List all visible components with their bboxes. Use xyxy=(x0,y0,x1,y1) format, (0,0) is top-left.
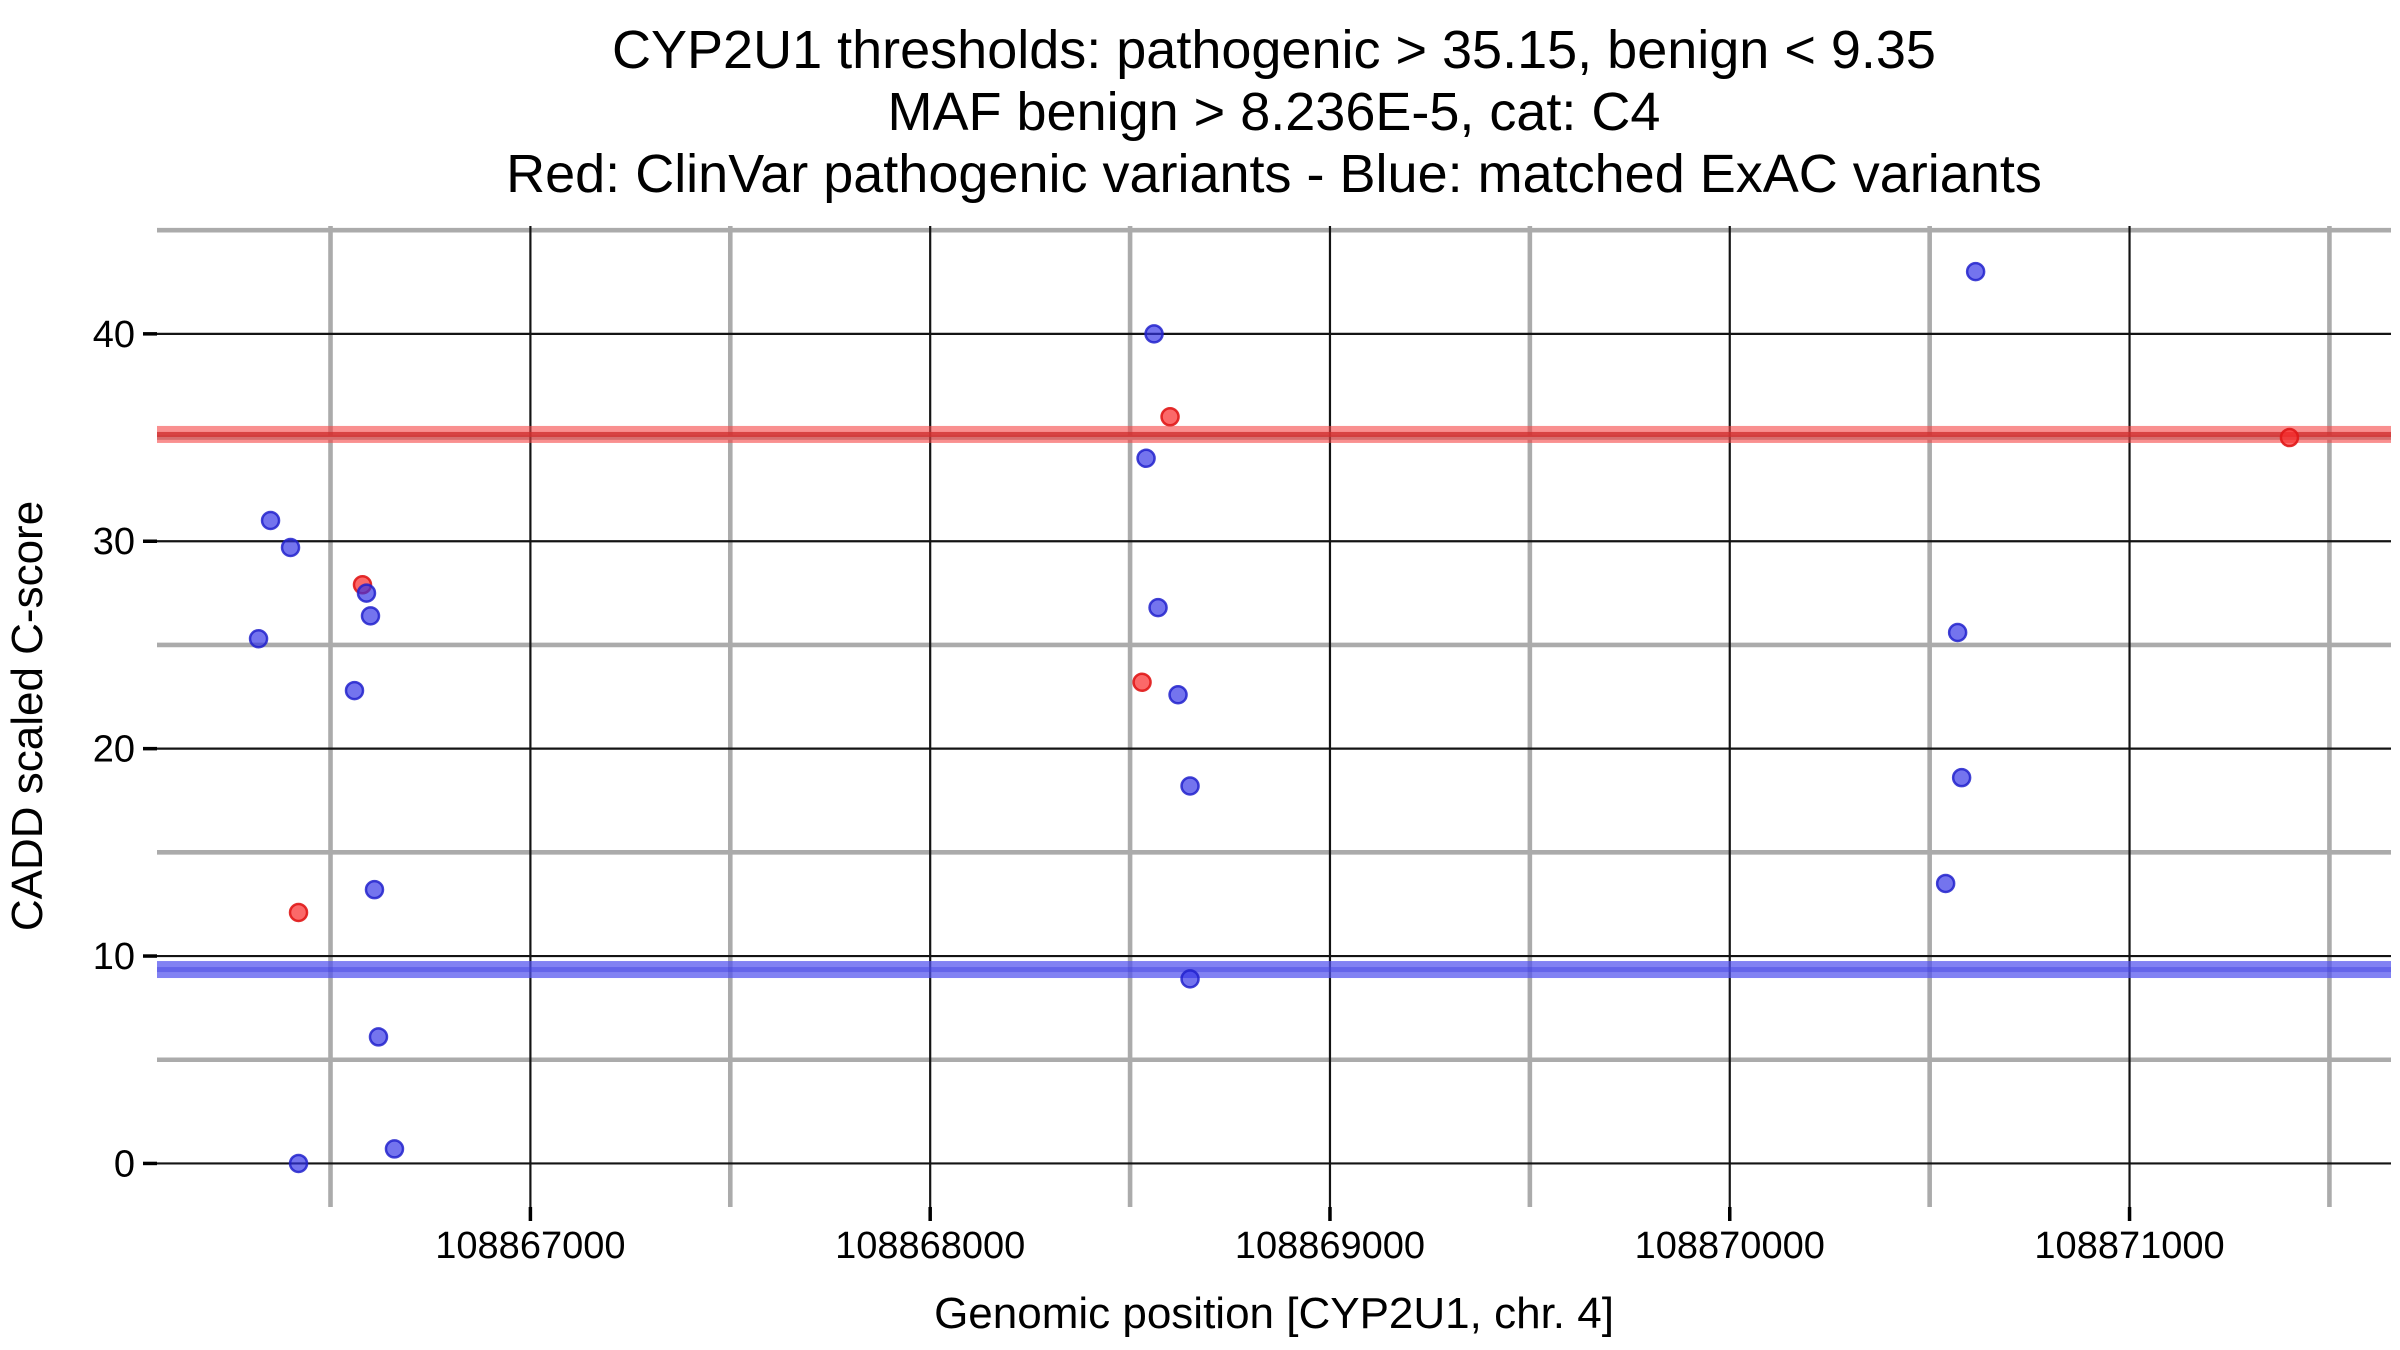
exac-matched-point xyxy=(1935,873,1956,894)
exac-matched-point xyxy=(1168,684,1188,705)
exac-matched-point xyxy=(368,1027,389,1047)
clinvar-pathogenic-point xyxy=(1160,407,1180,427)
exac-matched-point xyxy=(1965,261,1986,282)
benign-threshold-line xyxy=(157,967,2391,973)
x-axis-title: Genomic position [CYP2U1, chr. 4] xyxy=(934,1289,1614,1338)
y-tick-label: 20 xyxy=(93,729,135,771)
clinvar-pathogenic-point xyxy=(1132,672,1152,693)
exac-matched-point xyxy=(1180,969,1200,989)
exac-matched-point xyxy=(1951,767,1972,788)
x-tick-label: 108869000 xyxy=(1235,1225,1425,1267)
chart-title-line-3: Red: ClinVar pathogenic variants - Blue:… xyxy=(506,144,2042,204)
x-tick-labels: 108867000 108868000 108869000 108870000 1088… xyxy=(435,1225,2224,1267)
data-points xyxy=(248,261,2300,1174)
y-tick-label: 0 xyxy=(114,1143,135,1185)
exac-matched-point xyxy=(288,1153,309,1174)
x-tick-label: 108870000 xyxy=(1635,1225,1825,1267)
exac-matched-point xyxy=(384,1139,405,1159)
y-axis-title: CADD scaled C-score xyxy=(3,501,52,931)
exac-matched-point xyxy=(344,680,365,701)
axis-tick-marks xyxy=(143,332,2132,1221)
y-tick-label: 10 xyxy=(93,936,135,978)
exac-matched-point xyxy=(356,583,377,603)
exac-matched-point xyxy=(1180,776,1200,796)
exac-matched-point xyxy=(260,510,281,531)
pathogenic-threshold-line xyxy=(157,431,2391,437)
clinvar-pathogenic-point xyxy=(2279,427,2300,448)
exac-matched-point xyxy=(280,537,301,558)
x-tick-label: 108871000 xyxy=(2034,1225,2224,1267)
exac-matched-point xyxy=(1144,324,1164,344)
x-tick-label: 108867000 xyxy=(435,1225,625,1267)
minor-gridlines xyxy=(157,226,2391,1207)
major-gridlines xyxy=(157,226,2391,1207)
exac-matched-point xyxy=(248,628,269,649)
chart-title-line-1: CYP2U1 thresholds: pathogenic > 35.15, b… xyxy=(612,20,1936,80)
exac-matched-point xyxy=(1947,622,1968,643)
y-tick-label: 30 xyxy=(93,521,135,563)
y-tick-label: 40 xyxy=(93,314,135,356)
clinvar-pathogenic-point xyxy=(288,902,309,923)
exac-matched-point xyxy=(1148,597,1168,618)
exac-matched-point xyxy=(360,606,381,626)
benign-threshold-band xyxy=(157,961,2391,979)
y-tick-labels: 0 10 20 30 40 xyxy=(93,314,135,1186)
threshold-bands xyxy=(157,425,2391,979)
chart-title-line-2: MAF benign > 8.236E-5, cat: C4 xyxy=(888,82,1661,142)
exac-matched-point xyxy=(364,879,385,900)
exac-matched-point xyxy=(1136,448,1156,469)
x-tick-label: 108868000 xyxy=(835,1225,1025,1267)
